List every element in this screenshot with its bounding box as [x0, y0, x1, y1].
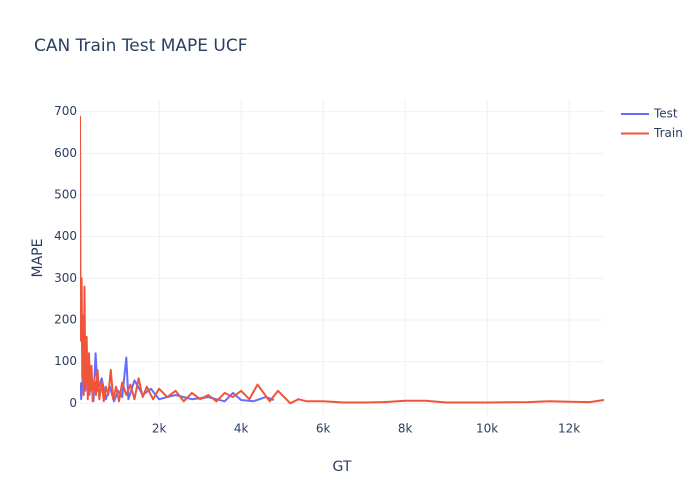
- y-tick-label: 500: [54, 188, 77, 202]
- x-axis-title: GT: [333, 459, 352, 475]
- series-line: [80, 352, 275, 403]
- x-tick-label: 6k: [316, 422, 331, 436]
- legend-label: Test: [653, 107, 678, 121]
- y-tick-label: 0: [69, 396, 77, 410]
- y-tick-label: 400: [54, 229, 77, 243]
- y-tick-label: 600: [54, 146, 77, 160]
- y-tick-label: 700: [54, 104, 77, 118]
- plot-area: [80, 115, 604, 405]
- legend: Test Train: [621, 107, 683, 140]
- x-tick-label: 10k: [476, 422, 498, 436]
- series-line: [80, 115, 604, 405]
- x-tick-label: 8k: [398, 422, 413, 436]
- x-tick-label: 4k: [234, 422, 249, 436]
- y-tick-label: 200: [54, 313, 77, 327]
- x-tick-label: 12k: [558, 422, 580, 436]
- y-axis-title: MAPE: [30, 239, 46, 278]
- grid: [80, 100, 604, 415]
- x-tick-label: 2k: [152, 422, 167, 436]
- y-tick-label: 300: [54, 271, 77, 285]
- legend-label: Train: [653, 126, 683, 140]
- chart-title: CAN Train Test MAPE UCF: [34, 36, 247, 56]
- y-tick-label: 100: [54, 354, 77, 368]
